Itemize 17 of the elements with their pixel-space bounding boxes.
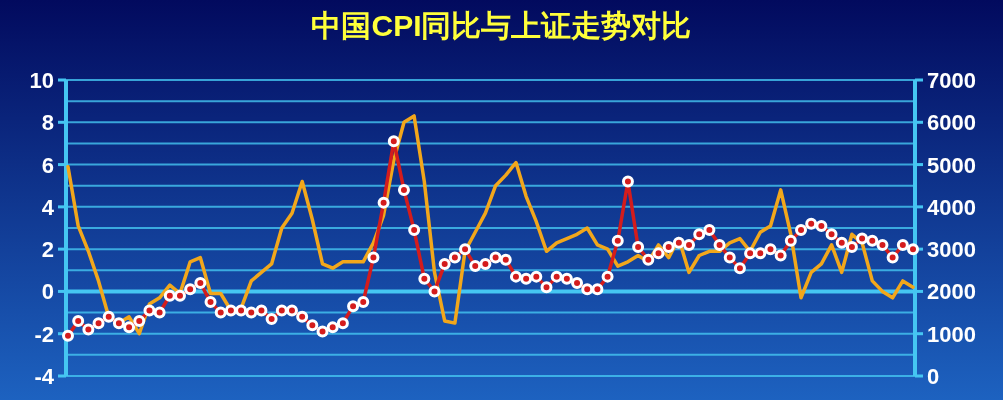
y2-tick-label: 3000 — [927, 237, 976, 263]
y-tick-label: 4 — [41, 194, 55, 220]
title: 中国CPI同比与上证走势对比 — [311, 9, 692, 42]
y2-tick-label: 0 — [927, 364, 940, 389]
y2-tick-label: 5000 — [927, 152, 976, 178]
y-tick-label: 10 — [29, 68, 54, 93]
y-tick-label: -2 — [34, 321, 54, 347]
y2-tick-label: 7000 — [927, 68, 976, 93]
y-tick-label: 6 — [41, 152, 54, 178]
y2-tick-label: 4000 — [927, 194, 976, 220]
y2-tick-label: 1000 — [927, 321, 976, 347]
y2-tick-label: 6000 — [927, 110, 976, 136]
y-tick-label: 2 — [41, 237, 54, 263]
y-tick-label: -4 — [34, 364, 55, 389]
y-tick-label: 0 — [41, 279, 54, 305]
y-tick-label: 8 — [41, 110, 54, 136]
y2-tick-label: 2000 — [927, 279, 976, 305]
